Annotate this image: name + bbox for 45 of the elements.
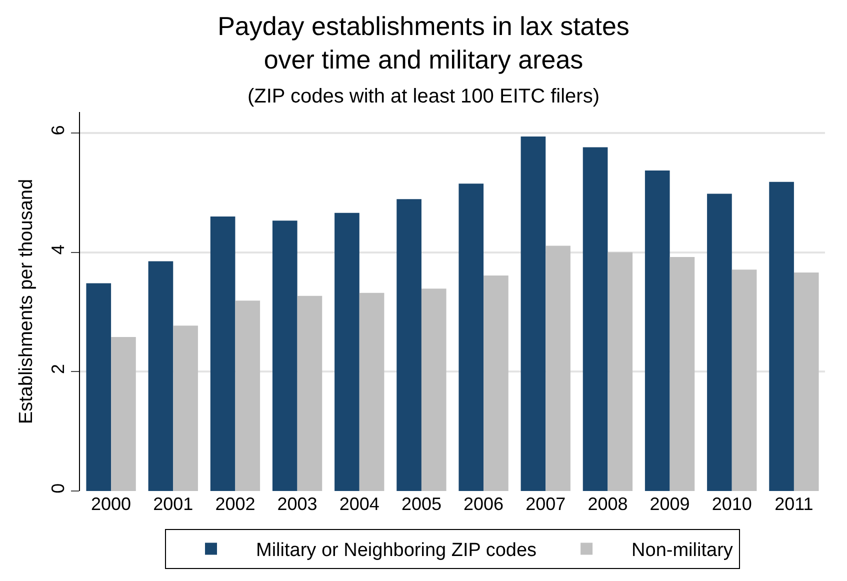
bar <box>148 261 174 491</box>
bar <box>769 182 794 491</box>
y-axis-title: Establishments per thousand <box>16 178 37 424</box>
bar <box>520 136 546 491</box>
bar <box>670 257 695 491</box>
bar <box>582 147 608 491</box>
x-tick-label: 2009 <box>650 494 690 514</box>
y-tick-label: 6 <box>48 125 68 136</box>
bar <box>707 194 732 491</box>
bar <box>297 296 322 491</box>
bar <box>173 326 198 491</box>
bar <box>111 337 136 491</box>
bar <box>644 170 670 491</box>
x-tick-label: 2001 <box>153 494 194 514</box>
bar <box>334 212 360 491</box>
x-tick-label: 2010 <box>712 494 752 514</box>
x-tick-label: 2008 <box>588 494 628 514</box>
x-tick-label: 2002 <box>215 494 256 514</box>
bar <box>421 288 446 491</box>
x-tick-label: 2003 <box>277 494 318 514</box>
bar <box>86 283 112 491</box>
x-tick-label: 2011 <box>774 494 814 514</box>
x-tick-label: 2007 <box>526 494 566 514</box>
y-tick-label: 0 <box>48 483 68 494</box>
y-tick-label: 4 <box>48 244 68 255</box>
x-tick-label: 2006 <box>464 494 504 514</box>
legend-label: Military or Neighboring ZIP codes <box>256 540 537 562</box>
legend-label: Non-military <box>632 540 734 562</box>
chart-title: Payday establishments in lax states over time and military areas <box>218 10 630 75</box>
bar <box>359 292 384 491</box>
x-tick-label: 2004 <box>339 494 380 514</box>
x-tick-label: 2000 <box>91 494 132 514</box>
chart-subtitle: (ZIP codes with at least 100 EITC filers) <box>248 85 600 108</box>
bar <box>210 216 236 491</box>
bar <box>732 270 757 491</box>
bar <box>396 199 422 491</box>
bar <box>794 272 819 491</box>
bar <box>484 276 508 491</box>
x-tick-label: 2005 <box>401 494 442 514</box>
bar <box>458 184 484 491</box>
bar <box>272 220 298 491</box>
bar <box>235 300 260 491</box>
bar <box>546 246 570 491</box>
bar <box>608 252 633 491</box>
y-tick-label: 2 <box>48 364 68 374</box>
